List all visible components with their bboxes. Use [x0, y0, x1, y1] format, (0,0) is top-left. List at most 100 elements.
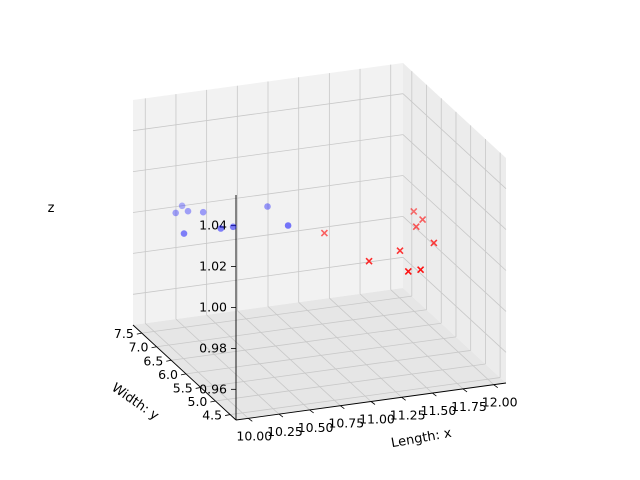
data-point-x-marker: [404, 267, 412, 275]
grid-line-y: [171, 322, 442, 361]
x-tick-mark: [432, 392, 437, 397]
grid-line-z: [402, 93, 507, 189]
data-point-x-marker: [320, 229, 328, 237]
data-point-circle: [217, 225, 225, 232]
y-tick-mark: [180, 373, 187, 376]
grid-line-x: [359, 293, 464, 390]
data-point-stroke: [404, 267, 412, 275]
x-tick-label: 10.25: [267, 424, 303, 439]
data-point-x-marker: [365, 257, 373, 265]
data-point-x-marker: [396, 247, 404, 255]
grid-line-z: [402, 134, 507, 230]
data-point-x-marker: [419, 216, 427, 224]
y-tick-mark: [225, 414, 231, 416]
grid-line-y: [230, 377, 501, 415]
x-tick-mark: [340, 405, 345, 410]
x-tick-mark: [401, 396, 406, 401]
y-tick-label: 7.0: [129, 340, 149, 355]
grid-line-x: [175, 318, 280, 415]
data-point-circle: [199, 208, 207, 216]
y-tick-label: 7.5: [114, 326, 134, 341]
x-tick-label: 11.75: [451, 399, 487, 414]
data-point-x-marker: [412, 223, 420, 231]
x-axis-label: Length: x: [390, 426, 453, 451]
y-tick-mark: [136, 332, 142, 335]
y-tick-label: 6.0: [158, 367, 178, 382]
x-tick-label: 11.50: [421, 403, 457, 418]
data-point-circle: [229, 223, 237, 231]
data-point-stroke: [419, 216, 427, 224]
z-tick-label: 1.00: [199, 300, 227, 315]
x-tick-mark: [278, 413, 284, 418]
z-tick-labels: 0.96 0.98 1.00 1.02 1.04: [199, 218, 236, 396]
grid-line-z: [402, 257, 507, 353]
grid-line-y: [185, 336, 457, 375]
x-tick-label: 11.25: [390, 407, 426, 422]
data-point-stroke: [396, 247, 404, 255]
y-tick-mark: [166, 359, 172, 362]
grid-line-y: [200, 350, 471, 388]
data-point-stroke: [430, 239, 438, 247]
grid-line-z: [132, 256, 404, 295]
data-point-circle: [180, 230, 188, 237]
grid-line-z: [132, 93, 404, 132]
grid-line-x: [145, 323, 249, 419]
y-tick-mark: [195, 387, 201, 389]
grid-line-y: [141, 295, 412, 334]
x-tick-label: 12.00: [482, 395, 518, 410]
x-tick-mark: [370, 401, 376, 405]
y-tick-mark: [210, 400, 216, 403]
x-tick-mark: [248, 417, 253, 422]
grid-line-x: [237, 310, 341, 406]
data-point-stroke: [365, 257, 373, 265]
y-tick-label: 5.0: [188, 394, 208, 409]
z-tick-label: 0.96: [199, 381, 227, 396]
data-point-stroke: [320, 229, 328, 237]
y-axis-label: Width: y: [109, 381, 162, 424]
x-tick-mark: [462, 388, 468, 393]
y-tick-labels: 4.55.05.56.06.57.07.5: [114, 326, 231, 423]
grid-line-z: [402, 175, 507, 271]
data-point-x-marker: [430, 239, 438, 247]
x-tick-label: 11.00: [359, 412, 395, 427]
x-tick-mark: [493, 384, 498, 389]
x-tick-mark: [309, 409, 314, 414]
z-tick-label: 1.04: [199, 218, 227, 233]
grid-line-z: [132, 216, 404, 254]
z-tick-label: 0.98: [199, 340, 227, 355]
data-point-circle: [178, 202, 186, 210]
data-point-stroke: [412, 223, 420, 231]
grid-line-z: [402, 216, 507, 312]
z-tick-label: 1.02: [199, 259, 227, 274]
data-point-x-marker: [410, 207, 418, 216]
z-axis-label: z: [48, 201, 55, 216]
x-tick-label: 10.75: [328, 416, 364, 431]
y-tick-label: 4.5: [202, 408, 222, 423]
grid-line-x: [267, 306, 372, 402]
grid-lines: [132, 64, 507, 419]
data-point-circle: [284, 222, 292, 229]
axis-panes: [133, 63, 506, 420]
grid-line-x: [298, 302, 402, 398]
x-tick-label: 10.50: [298, 420, 334, 435]
grid-line-y: [156, 309, 427, 348]
y-tick-mark: [151, 346, 157, 349]
grid-line-x: [329, 297, 433, 394]
y-axis-line: [132, 324, 237, 421]
x-tick-label: 10.00: [236, 428, 272, 443]
grid-line-y: [215, 363, 486, 402]
x-tick-labels: 10.0010.2510.5010.7511.0011.2511.5011.75…: [236, 384, 518, 443]
data-point-circle: [184, 207, 192, 215]
grid-line-x: [206, 314, 310, 411]
y-tick-label: 6.5: [143, 353, 163, 368]
data-point-stroke: [417, 266, 425, 274]
data-points: [172, 202, 438, 275]
data-point-x-marker: [417, 266, 425, 274]
grid-line-x: [390, 289, 494, 385]
data-point-stroke: [410, 207, 418, 216]
grid-line-z: [132, 175, 404, 213]
data-point-circle: [264, 203, 271, 210]
y-tick-label: 5.5: [173, 380, 193, 395]
grid-line-z: [132, 134, 404, 172]
